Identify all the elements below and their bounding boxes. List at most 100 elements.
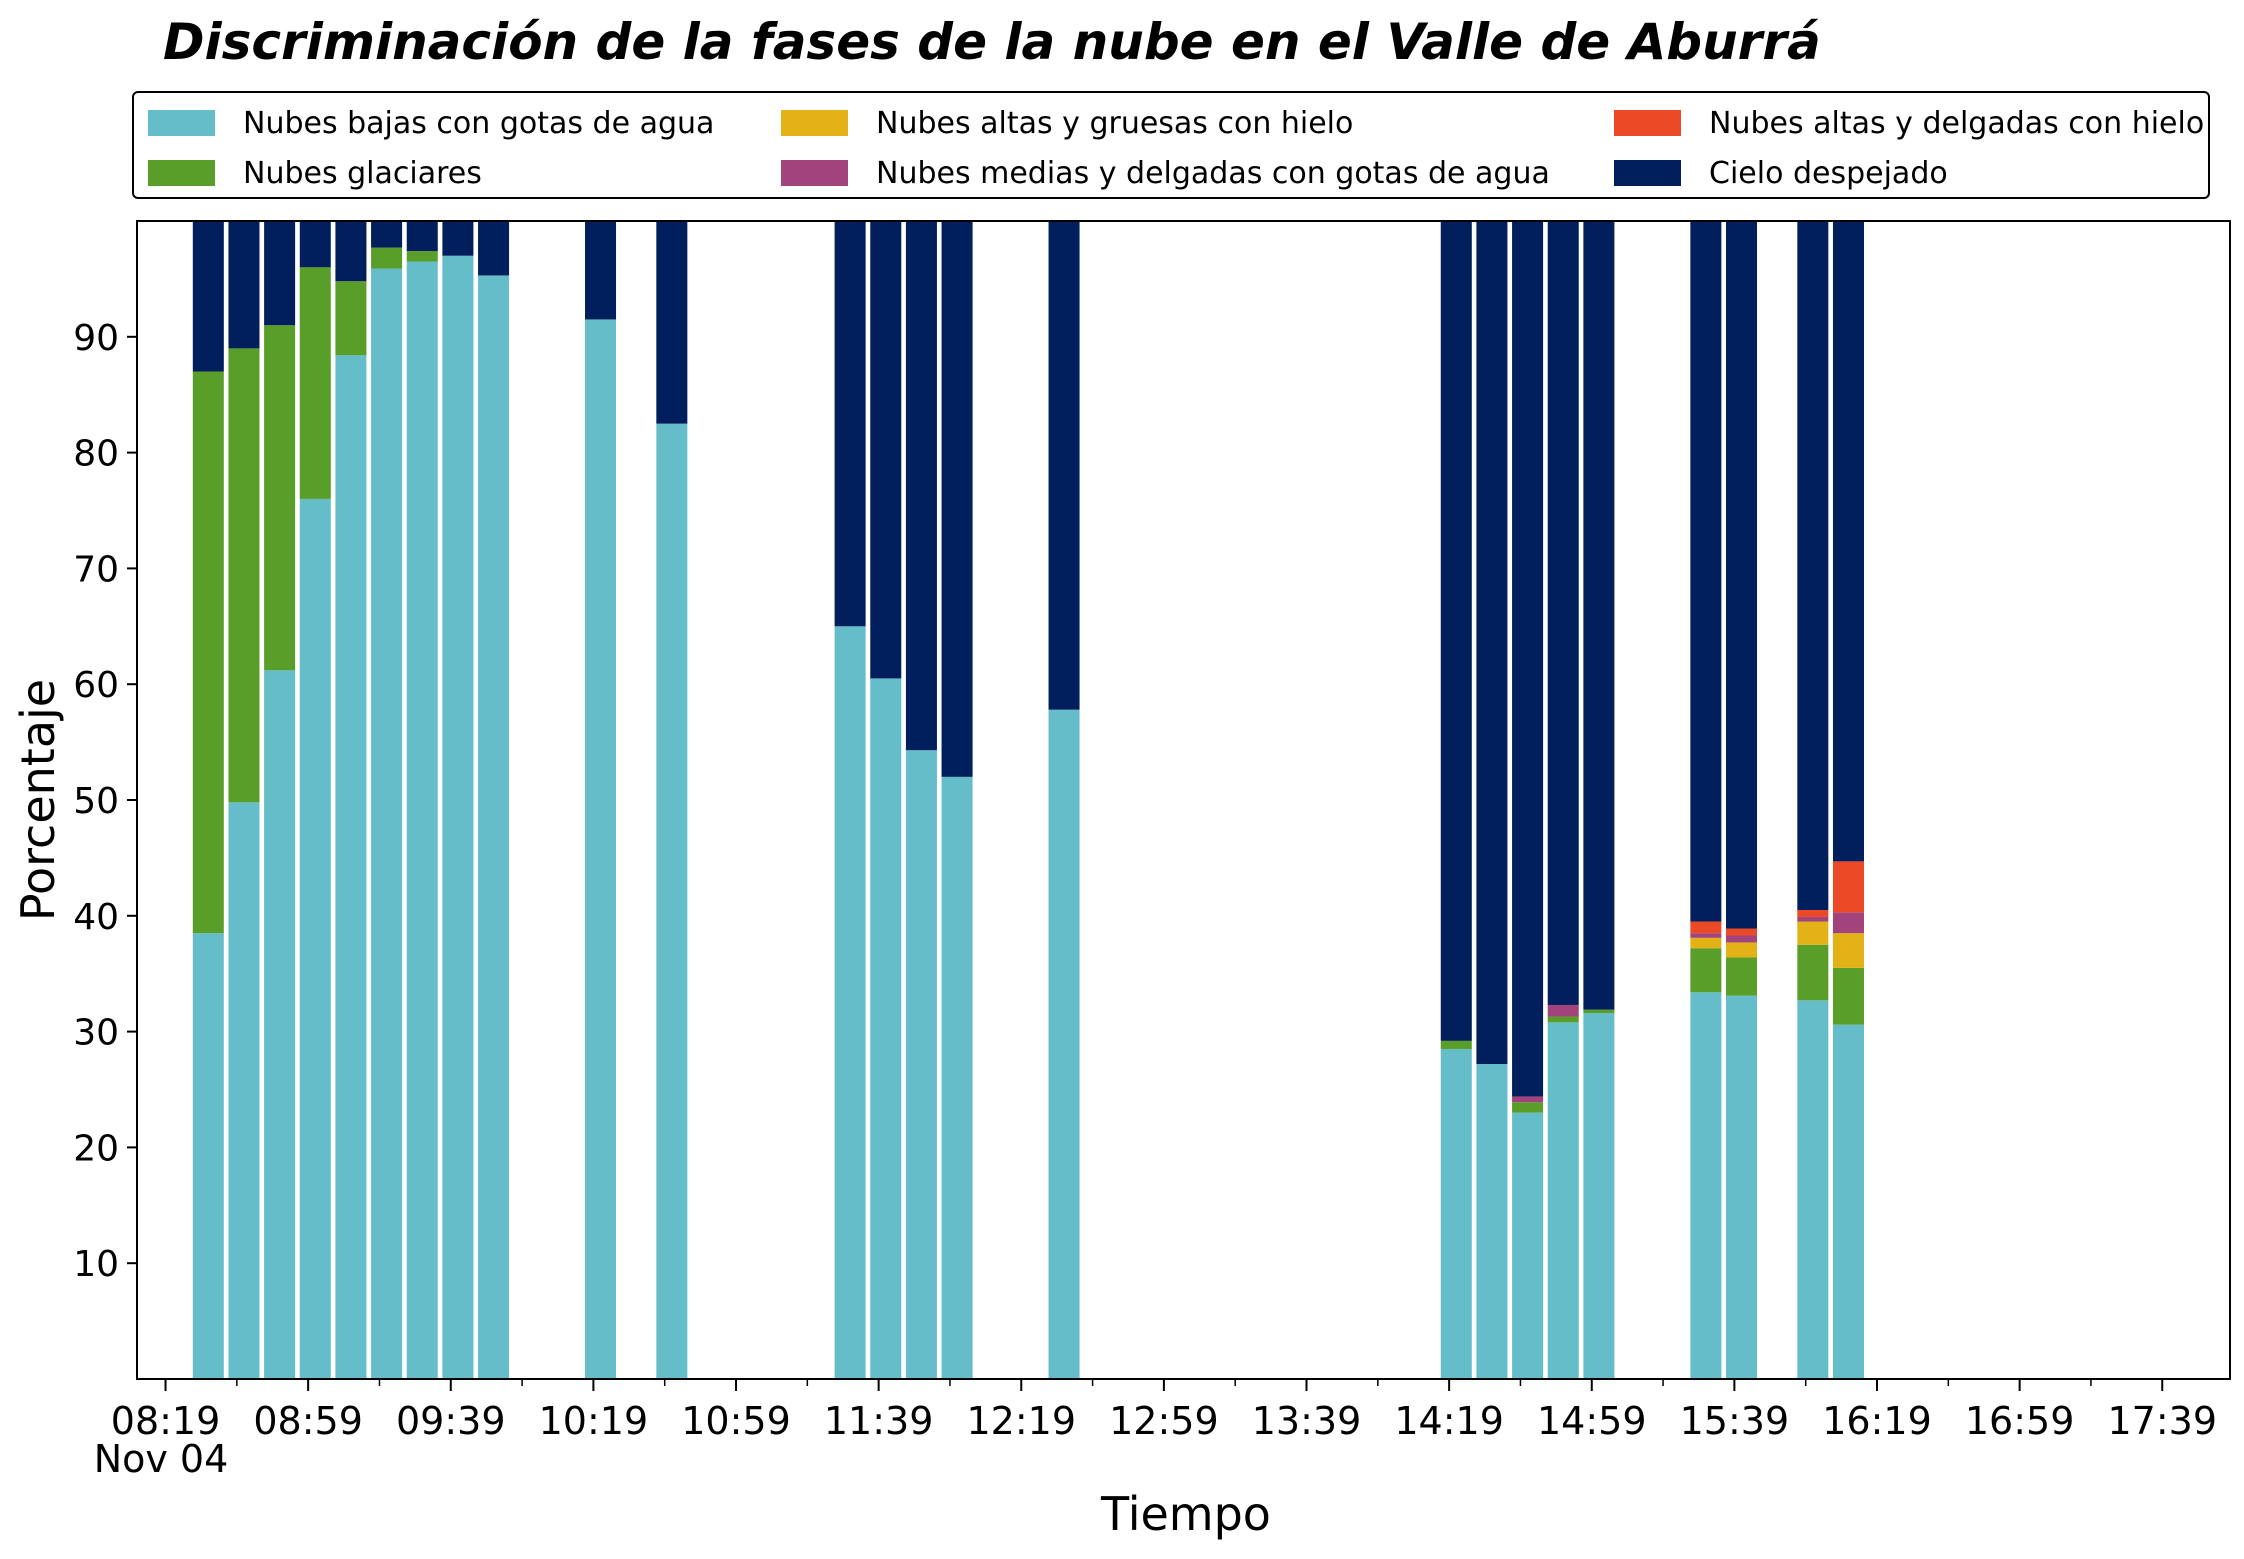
bar-segment	[1832, 221, 1864, 862]
bar-segment	[834, 626, 866, 1379]
bar-segment	[1476, 221, 1508, 1065]
bar-segment	[1512, 221, 1544, 1097]
bar-segment	[1690, 937, 1722, 949]
x-tick-label: 12:19	[967, 1399, 1077, 1443]
bar-segment	[299, 267, 331, 499]
bar-segment	[371, 221, 403, 248]
bar-segment	[442, 221, 474, 256]
bar-segment	[1583, 1013, 1615, 1379]
bar-segment	[1547, 1016, 1579, 1023]
bar-segment	[406, 261, 438, 1379]
bar-segment	[371, 268, 403, 1380]
x-tick-label: 16:59	[1965, 1399, 2075, 1443]
legend-swatch	[1614, 160, 1681, 186]
bar-segment	[1797, 916, 1829, 922]
bar-segment	[905, 750, 937, 1379]
x-tick-label: 08:19	[111, 1399, 221, 1443]
bar-segment	[1547, 221, 1579, 1005]
bar-segment	[299, 221, 331, 268]
bar-segment	[478, 221, 510, 276]
bar-segment	[1726, 221, 1758, 929]
x-tick-label: 10:59	[681, 1399, 791, 1443]
y-tick-label: 40	[73, 897, 119, 938]
bar-segment	[1547, 1022, 1579, 1379]
bar-segment	[1797, 221, 1829, 911]
y-tick-label: 30	[73, 1013, 119, 1054]
legend-swatch	[148, 160, 215, 186]
bar-segment	[1726, 957, 1758, 996]
bar-segment	[1583, 1009, 1615, 1014]
y-tick-label: 10	[73, 1244, 119, 1285]
bar-segment	[905, 221, 937, 751]
bar-segment	[1440, 1040, 1472, 1049]
bar-segment	[1476, 1064, 1508, 1379]
legend-label: Nubes glaciares	[243, 155, 482, 191]
x-axis: 08:19 08:59 09:39 10:19 10:59 11:39 12:19 12:59…	[111, 1379, 2217, 1443]
bar-segment	[264, 221, 296, 326]
bar-segment	[585, 221, 617, 320]
x-tick-label: 11:39	[824, 1399, 934, 1443]
bar-segment	[192, 221, 224, 372]
bar-segment	[1690, 992, 1722, 1379]
bar-segment	[1832, 912, 1864, 934]
legend-swatch	[148, 110, 215, 136]
x-tick-label: 14:19	[1394, 1399, 1504, 1443]
legend-label: Nubes bajas con gotas de agua	[243, 105, 715, 141]
x-tick-label: 12:59	[1109, 1399, 1219, 1443]
bar-segment	[941, 221, 973, 777]
bar-segment	[1512, 1102, 1544, 1113]
x-tick-label: 10:19	[539, 1399, 649, 1443]
legend-label: Nubes medias y delgadas con gotas de agu…	[876, 155, 1550, 191]
legend-item-nubes-altas-gruesas: Nubes altas y gruesas con hielo	[781, 103, 1353, 143]
bar-segment	[1547, 1004, 1579, 1017]
x-tick-label: 14:59	[1537, 1399, 1647, 1443]
bar-segment	[264, 325, 296, 671]
bar-segment	[442, 255, 474, 1380]
bar-segment	[656, 423, 688, 1379]
legend-swatch	[781, 160, 848, 186]
bar-segment	[478, 275, 510, 1380]
x-axis-date-label: Nov 04	[94, 1437, 229, 1481]
legend-swatch	[781, 110, 848, 136]
bar-segment	[192, 933, 224, 1379]
y-tick-label: 70	[73, 549, 119, 590]
y-axis-label: Porcentaje	[11, 679, 65, 921]
bar-segment	[406, 251, 438, 262]
legend-item-nubes-altas-delgadas: Nubes altas y delgadas con hielo	[1614, 103, 2204, 143]
bars-group	[192, 221, 1864, 1380]
y-axis: 10 20 30 40 50 60 70 80 90	[73, 318, 137, 1285]
bar-segment	[1048, 709, 1080, 1379]
x-tick-label: 15:39	[1680, 1399, 1790, 1443]
bar-segment	[1726, 935, 1758, 943]
x-tick-label: 08:59	[253, 1399, 363, 1443]
bar-segment	[1832, 933, 1864, 968]
chart-title: Discriminación de la fases de la nube en…	[163, 13, 1821, 71]
bar-segment	[1832, 967, 1864, 1025]
legend-label: Nubes altas y delgadas con hielo	[1709, 105, 2205, 141]
bar-segment	[1797, 944, 1829, 1001]
legend-item-nubes-bajas: Nubes bajas con gotas de agua	[148, 103, 714, 143]
bar-segment	[1797, 1000, 1829, 1379]
bar-segment	[870, 221, 902, 679]
legend-label: Cielo despejado	[1709, 155, 1948, 191]
bar-segment	[1440, 221, 1472, 1041]
bar-segment	[228, 348, 260, 803]
bar-segment	[192, 371, 224, 934]
y-tick-label: 80	[73, 434, 119, 475]
bar-segment	[1726, 995, 1758, 1379]
bar-segment	[228, 221, 260, 349]
bar-segment	[1512, 1112, 1544, 1379]
bar-segment	[371, 247, 403, 269]
bar-segment	[1690, 221, 1722, 922]
bar-segment	[585, 319, 617, 1380]
bar-segment	[1797, 921, 1829, 945]
bar-segment	[1690, 948, 1722, 993]
bar-segment	[1726, 928, 1758, 936]
y-tick-label: 90	[73, 318, 119, 359]
bar-segment	[870, 678, 902, 1379]
bar-segment	[656, 221, 688, 424]
y-tick-label: 20	[73, 1128, 119, 1169]
bar-segment	[1048, 221, 1080, 710]
x-tick-label: 16:19	[1822, 1399, 1932, 1443]
